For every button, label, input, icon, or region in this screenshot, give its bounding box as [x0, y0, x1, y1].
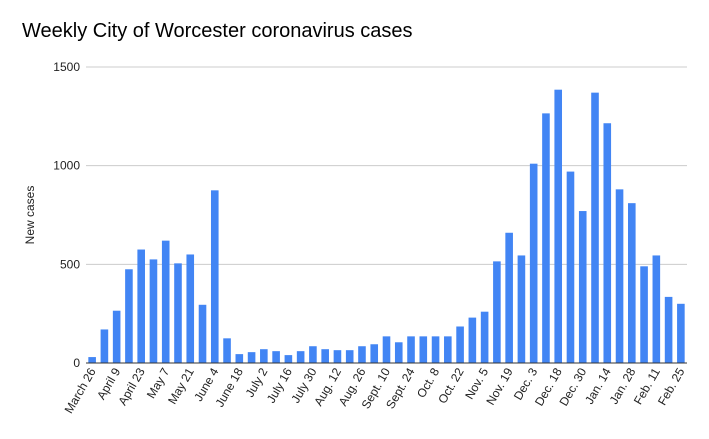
bar [100, 329, 109, 363]
bar [112, 310, 121, 363]
x-tick-label: March 26 [62, 365, 99, 416]
bar [370, 344, 379, 363]
bar [198, 304, 207, 363]
bar [505, 232, 513, 363]
bar [125, 269, 133, 363]
bar [554, 89, 563, 363]
bar [493, 261, 501, 363]
bar [345, 350, 354, 363]
bar [161, 240, 170, 363]
bar [542, 113, 550, 364]
y-tick-label: 500 [60, 257, 80, 271]
bar [358, 346, 366, 363]
bar [468, 317, 477, 363]
bar [137, 249, 145, 363]
bar [615, 189, 624, 363]
bar [174, 263, 182, 363]
bar [235, 354, 244, 363]
bar [223, 338, 231, 363]
bar [186, 254, 195, 363]
bar [640, 266, 648, 363]
bar [394, 342, 403, 363]
bar [247, 352, 256, 363]
bar [284, 355, 293, 363]
bar [149, 259, 158, 363]
bar [529, 163, 538, 363]
y-axis-ticks: 0 500 1000 1500 [53, 60, 80, 370]
gridlines [86, 66, 687, 265]
bar [272, 351, 280, 363]
bar [517, 255, 526, 363]
bar [210, 190, 219, 363]
bar [407, 336, 415, 363]
bar [88, 357, 96, 363]
bars [88, 89, 685, 364]
bar [677, 303, 685, 363]
bar [260, 349, 268, 363]
bar [333, 350, 342, 363]
y-axis-label: New cases [23, 186, 37, 245]
bar [321, 349, 329, 363]
bar [309, 346, 317, 363]
bar [431, 336, 440, 363]
bar [603, 123, 612, 364]
bar [296, 351, 305, 363]
bar [591, 92, 599, 364]
chart-title: Weekly City of Worcester coronavirus cas… [22, 20, 413, 42]
y-tick-label: 1000 [53, 159, 80, 173]
bar [382, 336, 391, 363]
bar [578, 211, 587, 363]
bar [419, 336, 428, 363]
bar [664, 296, 673, 363]
bar [480, 311, 489, 363]
bar [628, 203, 636, 363]
y-tick-label: 1500 [53, 60, 80, 74]
bar [456, 326, 464, 363]
y-tick-label: 0 [73, 356, 80, 370]
bar [652, 255, 661, 363]
bar [444, 336, 452, 363]
bar [566, 171, 575, 363]
